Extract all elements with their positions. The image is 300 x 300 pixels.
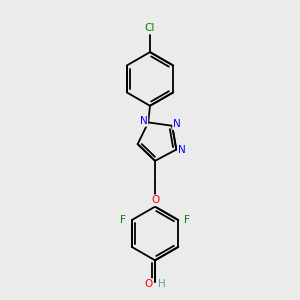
Text: Cl: Cl [145,23,155,33]
Text: O: O [144,279,152,289]
Text: N: N [173,119,181,129]
Text: F: F [184,215,190,225]
Text: N: N [178,145,186,154]
Text: N: N [140,116,147,126]
Text: O: O [151,195,159,205]
Text: H: H [158,279,166,289]
Text: F: F [120,215,126,225]
